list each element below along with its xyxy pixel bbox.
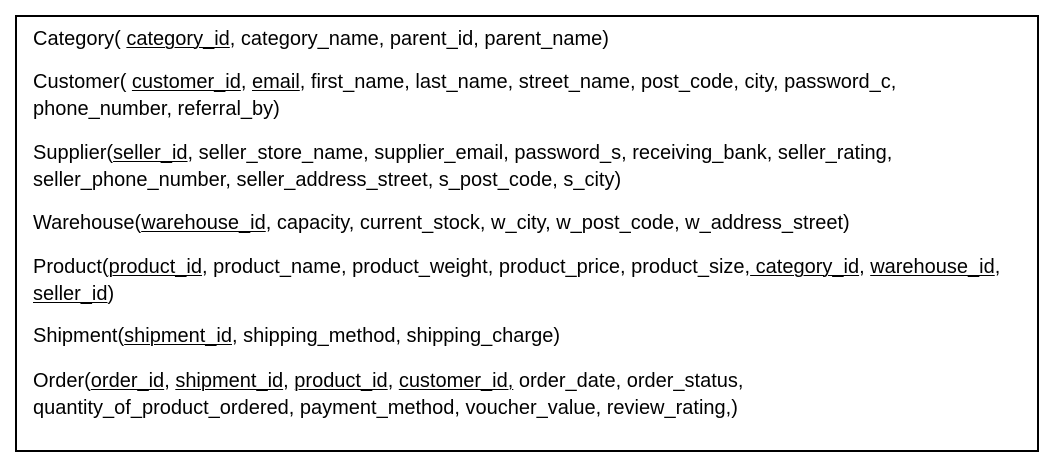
foreign-key: product_id (294, 370, 388, 392)
attribute-list: , shipping_method, shipping_charge) (232, 325, 560, 347)
attribute-list: , first_name, last_name, street_name, po… (33, 71, 897, 120)
attribute-list: order_date, order_status, quantity_of_pr… (33, 370, 744, 419)
foreign-key: warehouse_id (870, 256, 995, 278)
foreign-key: category_id (750, 256, 860, 278)
primary-key: warehouse_id (141, 212, 266, 234)
primary-key: order_id (90, 370, 165, 392)
separator: , (283, 370, 295, 392)
foreign-key: shipment_id (175, 370, 284, 392)
primary-key: product_id (108, 256, 202, 278)
relation-name: Customer( (33, 71, 127, 93)
relation-customer: Customer( customer_id, email, first_name… (33, 69, 1003, 123)
attribute-list: , capacity, current_stock, w_city, w_pos… (265, 212, 850, 234)
relational-schema-box: Category( category_id, category_name, pa… (15, 15, 1039, 452)
relation-name: Shipment( (33, 325, 125, 347)
relation-shipment: Shipment(shipment_id, shipping_method, s… (33, 323, 1003, 350)
relation-supplier: Supplier(seller_id, seller_store_name, s… (33, 140, 1003, 194)
relation-name: Supplier( (33, 142, 114, 164)
relation-product: Product(product_id, product_name, produc… (33, 254, 1003, 308)
foreign-key: customer_id, (398, 370, 514, 392)
separator: , (387, 370, 399, 392)
primary-key: category_id (126, 28, 230, 50)
primary-key: seller_id (113, 142, 188, 164)
relation-warehouse: Warehouse(warehouse_id, capacity, curren… (33, 210, 1003, 237)
primary-key: customer_id (131, 71, 241, 93)
attribute-list: , category_name, parent_id, parent_name) (229, 28, 609, 50)
relation-order: Order(order_id, shipment_id, product_id,… (33, 368, 1003, 422)
relation-name: Warehouse( (33, 212, 142, 234)
closing-paren: ) (107, 283, 115, 305)
separator: , (859, 256, 871, 278)
primary-key: shipment_id (124, 325, 232, 347)
foreign-key: seller_id (33, 283, 108, 305)
separator: , (240, 71, 252, 93)
separator: , (994, 256, 1001, 278)
primary-key: email (251, 71, 300, 93)
attribute-list: , seller_store_name, supplier_email, pas… (33, 142, 893, 191)
relation-name: Order( (33, 370, 91, 392)
relation-name: Category( (33, 28, 121, 50)
relation-name: Product( (33, 256, 109, 278)
relation-category: Category( category_id, category_name, pa… (33, 26, 1003, 53)
separator: , (164, 370, 176, 392)
attribute-list: , product_name, product_weight, product_… (202, 256, 751, 278)
